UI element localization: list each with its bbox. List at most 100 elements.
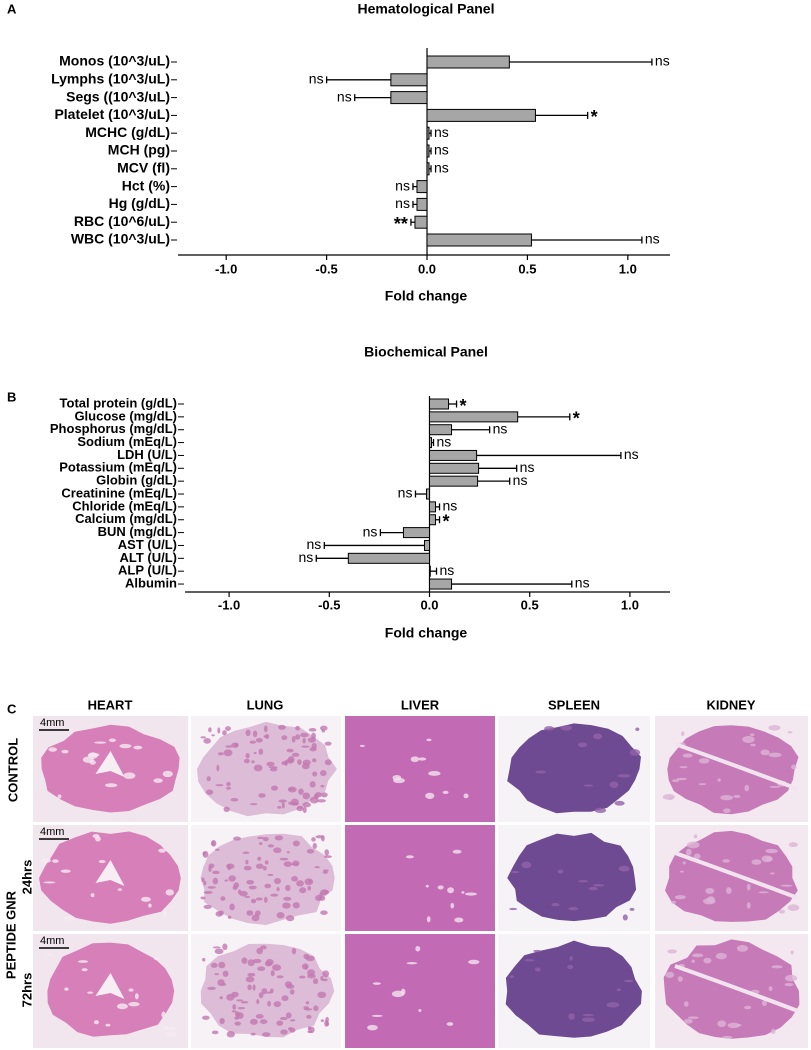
tissue-texture — [270, 970, 275, 977]
tissue-texture — [211, 1030, 219, 1035]
tissue-texture — [679, 766, 688, 769]
tissue-texture — [790, 764, 797, 770]
tissue-texture — [278, 799, 287, 803]
tissue-texture — [560, 725, 573, 731]
tissue-texture — [225, 745, 233, 748]
tissue-texture — [761, 855, 773, 863]
tissue-texture — [302, 806, 307, 814]
y-tick-label: ALT (U/L) — [119, 550, 177, 565]
tissue-texture — [313, 1005, 319, 1012]
tissue-texture — [63, 915, 76, 921]
significance-label: * — [443, 511, 450, 531]
tissue-texture — [222, 730, 227, 736]
bar — [426, 162, 430, 176]
tissue-texture — [454, 917, 464, 923]
y-tick-label: Sodium (mEq/L) — [77, 434, 177, 449]
significance-label: ns — [493, 420, 508, 436]
tissue-texture — [405, 855, 414, 859]
tissue-texture — [276, 1020, 284, 1026]
tissue-texture — [717, 1020, 727, 1028]
tissue-texture — [324, 849, 330, 856]
tissue-texture — [210, 962, 218, 968]
tissue-texture — [276, 912, 285, 919]
tissue-texture — [232, 1004, 237, 1010]
tissue-texture — [705, 887, 715, 894]
tissue-texture — [533, 949, 542, 953]
bar — [429, 578, 453, 590]
tissue-texture — [212, 946, 221, 949]
tissue-texture — [309, 781, 316, 788]
tissue-texture — [307, 885, 312, 891]
tissue-texture — [320, 725, 328, 731]
scale-bar-label: 4mm — [40, 717, 64, 729]
row-label: 72hrs — [19, 973, 34, 1008]
tissue-texture — [258, 748, 264, 755]
tissue-texture — [256, 947, 263, 955]
tissue-texture — [521, 861, 532, 869]
tissue-texture — [239, 890, 248, 897]
tissue-texture — [267, 873, 274, 876]
tissue-texture — [271, 785, 278, 791]
tissue-texture — [410, 756, 420, 763]
tissue-texture — [569, 955, 573, 961]
tissue-texture — [306, 1014, 312, 1019]
tissue-texture — [257, 836, 265, 840]
tissue-texture — [291, 876, 298, 882]
tissue-texture — [253, 764, 263, 772]
tissue-texture — [217, 727, 221, 734]
tissue-texture — [264, 883, 272, 889]
tissue-texture — [218, 961, 226, 969]
tissue-texture — [291, 752, 300, 757]
tissue-texture — [244, 895, 251, 898]
tissue-texture — [48, 747, 57, 752]
histology-panel: C HEART LUNG LIVER SPLEEN KIDNEY CONTROL… — [3, 697, 808, 1048]
tissue-texture — [60, 869, 71, 873]
tissue-texture — [367, 1024, 378, 1031]
tissue-texture — [778, 909, 786, 914]
tissue — [667, 725, 799, 815]
tissue-texture — [304, 878, 314, 886]
tissue-texture — [788, 842, 798, 848]
tissue-texture — [317, 799, 326, 803]
tissue-texture — [105, 1023, 111, 1027]
bar — [429, 501, 437, 513]
tissue-texture — [282, 902, 291, 909]
tissue-texture — [287, 755, 295, 763]
tissue-texture — [264, 860, 269, 865]
tissue-texture — [784, 974, 798, 982]
tissue-texture — [219, 1017, 225, 1025]
tissue-texture — [614, 800, 625, 806]
bar — [429, 462, 480, 474]
tissue-texture — [255, 1014, 264, 1019]
tissue-texture — [249, 1018, 258, 1025]
tissue-texture — [768, 986, 773, 992]
tissue-texture — [703, 957, 712, 964]
tissue-texture — [770, 872, 775, 875]
tissue-texture — [95, 836, 101, 842]
y-tick-label: AST (U/L) — [118, 537, 177, 552]
tissue-texture — [202, 957, 206, 962]
tissue-texture — [790, 950, 794, 955]
tissue-texture — [761, 1000, 767, 1006]
tissue-texture — [201, 877, 205, 883]
tissue-texture — [61, 749, 69, 754]
tissue-texture — [233, 882, 240, 888]
tissue — [345, 934, 495, 1048]
tissue-texture — [418, 757, 427, 761]
tissue-texture — [311, 837, 316, 842]
heart-lumen — [95, 751, 125, 777]
tissue-texture — [200, 896, 206, 900]
tissue-texture — [263, 735, 267, 738]
tissue-texture — [544, 726, 555, 731]
tissue-texture — [262, 866, 267, 871]
significance-label: * — [460, 396, 467, 416]
tissue-texture — [249, 803, 258, 806]
kidney-pelvis — [674, 964, 799, 1013]
tissue-texture — [297, 759, 302, 765]
tissue-texture — [267, 1000, 271, 1007]
tissue-texture — [161, 1011, 166, 1018]
tissue-texture — [468, 959, 480, 965]
tissue-texture — [406, 961, 418, 965]
tissue-texture — [292, 840, 300, 847]
